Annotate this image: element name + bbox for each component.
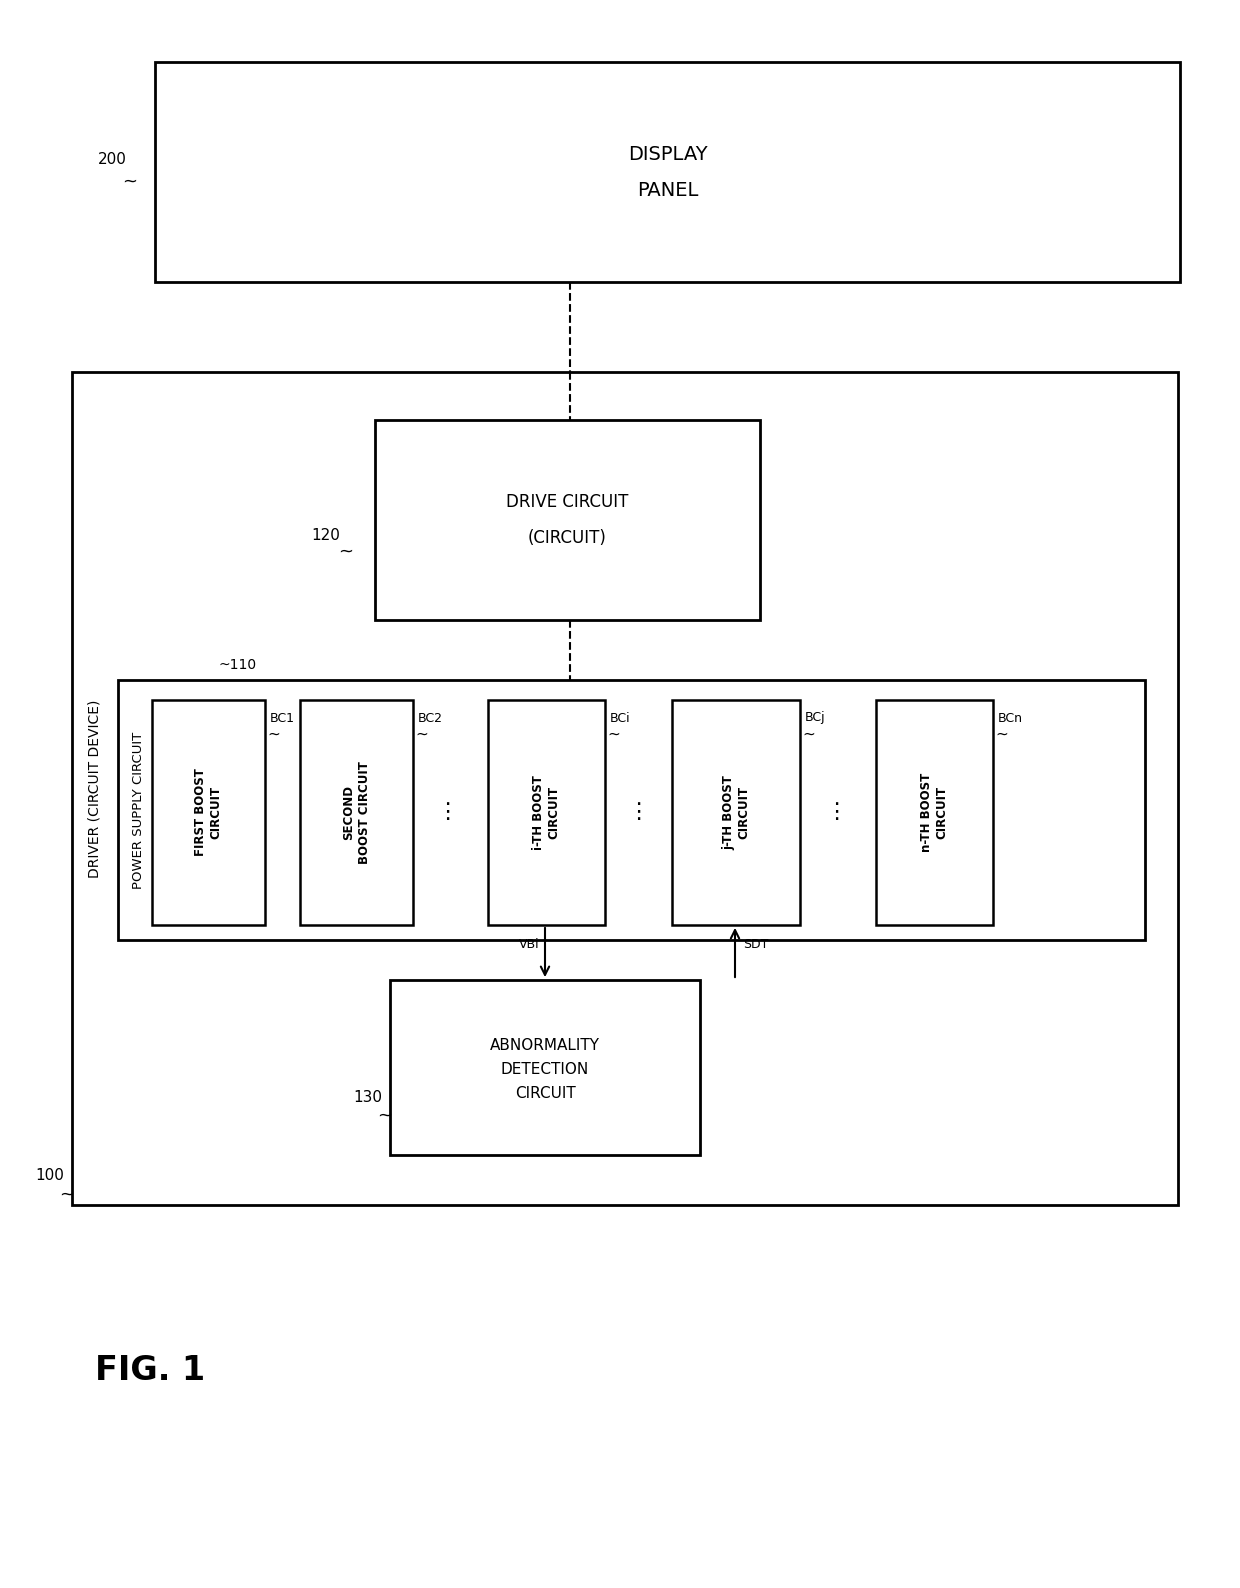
Text: SECOND
BOOST CIRCUIT: SECOND BOOST CIRCUIT (342, 761, 371, 864)
Text: BCn: BCn (998, 711, 1023, 724)
Text: BC2: BC2 (418, 711, 443, 724)
Text: BC1: BC1 (270, 711, 295, 724)
Text: ABNORMALITY: ABNORMALITY (490, 1039, 600, 1053)
Text: ~: ~ (267, 726, 280, 742)
Bar (300, 700, 413, 924)
Text: BCi: BCi (610, 711, 631, 724)
Text: SDT: SDT (743, 939, 769, 951)
Text: ⋮: ⋮ (825, 802, 847, 823)
Text: 200: 200 (98, 152, 126, 167)
Text: (CIRCUIT): (CIRCUIT) (528, 529, 606, 546)
Text: ~: ~ (608, 726, 620, 742)
Text: j-TH BOOST
CIRCUIT: j-TH BOOST CIRCUIT (722, 775, 750, 850)
Text: i-TH BOOST
CIRCUIT: i-TH BOOST CIRCUIT (532, 775, 560, 850)
Text: ~110: ~110 (218, 657, 257, 672)
Text: CIRCUIT: CIRCUIT (515, 1086, 575, 1100)
Bar (374, 419, 760, 619)
Text: FIRST BOOST
CIRCUIT: FIRST BOOST CIRCUIT (195, 769, 222, 856)
Text: ⋮: ⋮ (627, 802, 649, 823)
Bar (118, 680, 1145, 940)
Text: n-TH BOOST
CIRCUIT: n-TH BOOST CIRCUIT (920, 773, 949, 853)
Bar (391, 980, 701, 1154)
Bar (155, 62, 1180, 283)
Bar (672, 700, 800, 924)
Text: ~: ~ (415, 726, 428, 742)
Text: DRIVE CIRCUIT: DRIVE CIRCUIT (506, 492, 629, 511)
Text: 130: 130 (353, 1089, 382, 1105)
Text: BCj: BCj (805, 711, 826, 724)
Text: ~: ~ (802, 726, 815, 742)
Text: ~: ~ (994, 726, 1008, 742)
Text: 100: 100 (35, 1167, 64, 1183)
Text: DETECTION: DETECTION (501, 1062, 589, 1077)
Bar (153, 700, 265, 924)
Text: ~: ~ (377, 1107, 392, 1124)
Text: DISPLAY: DISPLAY (627, 145, 707, 164)
Text: FIG. 1: FIG. 1 (95, 1353, 205, 1386)
Text: ~: ~ (122, 173, 136, 191)
Text: ~: ~ (60, 1186, 74, 1204)
Text: PANEL: PANEL (637, 181, 698, 200)
Bar (875, 700, 993, 924)
Text: 120: 120 (311, 527, 340, 543)
Bar (72, 372, 1178, 1205)
Text: VBi: VBi (520, 939, 539, 951)
Text: ⋮: ⋮ (436, 802, 458, 823)
Text: ~: ~ (339, 543, 353, 561)
Text: DRIVER (CIRCUIT DEVICE): DRIVER (CIRCUIT DEVICE) (87, 699, 100, 878)
Text: POWER SUPPLY CIRCUIT: POWER SUPPLY CIRCUIT (131, 732, 145, 889)
Bar (489, 700, 605, 924)
